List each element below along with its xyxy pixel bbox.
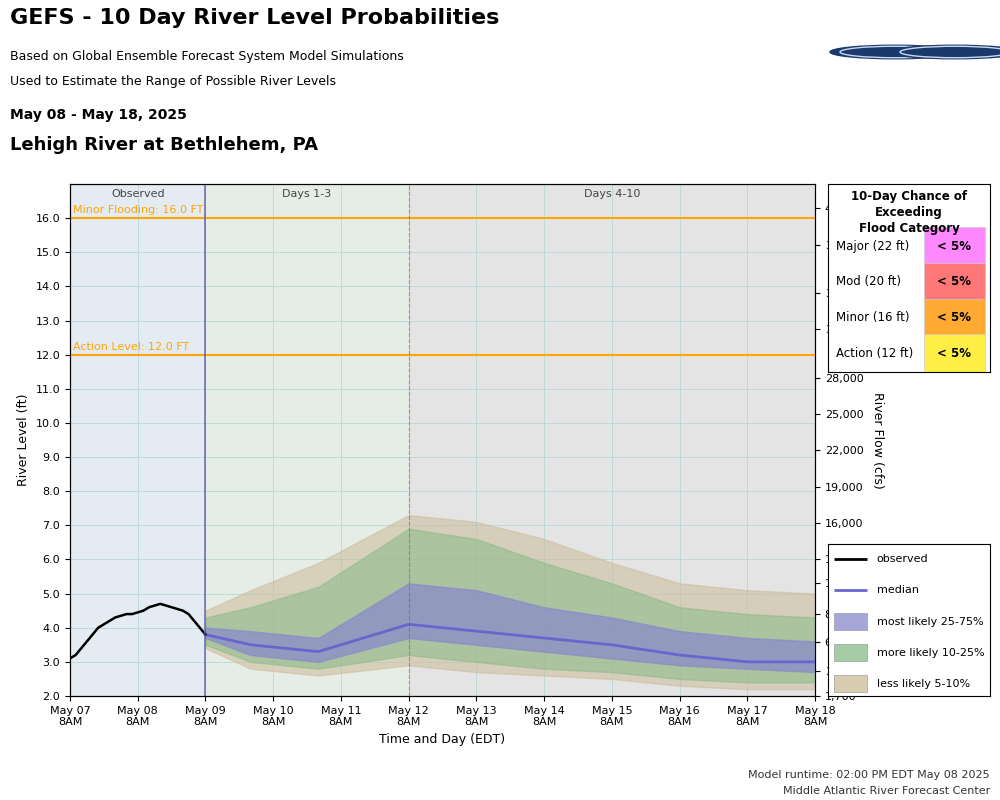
Y-axis label: River Level (ft): River Level (ft): [17, 394, 30, 486]
Text: Based on Global Ensemble Forecast System Model Simulations: Based on Global Ensemble Forecast System…: [10, 50, 404, 63]
FancyBboxPatch shape: [834, 675, 867, 692]
Bar: [70, 184, 205, 696]
FancyBboxPatch shape: [924, 334, 985, 372]
Circle shape: [890, 46, 1000, 58]
Text: GEFS - 10 Day River Level Probabilities: GEFS - 10 Day River Level Probabilities: [10, 8, 499, 28]
Bar: [205, 184, 409, 696]
Text: observed: observed: [877, 554, 928, 564]
Text: Observed: Observed: [111, 189, 165, 199]
Text: less likely 5-10%: less likely 5-10%: [877, 679, 970, 689]
FancyBboxPatch shape: [834, 613, 867, 630]
FancyBboxPatch shape: [924, 263, 985, 301]
Text: Action (12 ft): Action (12 ft): [836, 346, 913, 360]
Text: 10-Day Chance of
Exceeding
Flood Category: 10-Day Chance of Exceeding Flood Categor…: [851, 190, 967, 234]
Bar: [409, 184, 815, 696]
Text: Action Level: 12.0 FT: Action Level: 12.0 FT: [73, 342, 189, 352]
Text: < 5%: < 5%: [937, 311, 971, 324]
Text: Days 4-10: Days 4-10: [584, 189, 640, 199]
Text: Used to Estimate the Range of Possible River Levels: Used to Estimate the Range of Possible R…: [10, 75, 336, 88]
Text: more likely 10-25%: more likely 10-25%: [877, 648, 984, 658]
Text: May 08 - May 18, 2025: May 08 - May 18, 2025: [10, 108, 187, 122]
X-axis label: Time and Day (EDT): Time and Day (EDT): [379, 733, 506, 746]
Text: most likely 25-75%: most likely 25-75%: [877, 617, 983, 626]
Text: median: median: [877, 586, 919, 595]
Text: Lehigh River at Bethlehem, PA: Lehigh River at Bethlehem, PA: [10, 136, 318, 154]
Text: Minor Flooding: 16.0 FT: Minor Flooding: 16.0 FT: [73, 206, 203, 215]
Text: Mod (20 ft): Mod (20 ft): [836, 275, 901, 288]
Text: Major (22 ft): Major (22 ft): [836, 239, 909, 253]
Text: Days 1-3: Days 1-3: [282, 189, 332, 199]
Text: Middle Atlantic River Forecast Center: Middle Atlantic River Forecast Center: [783, 786, 990, 796]
Y-axis label: River Flow (cfs): River Flow (cfs): [871, 392, 884, 488]
Circle shape: [830, 46, 960, 58]
Text: < 5%: < 5%: [937, 239, 971, 253]
Text: Model runtime: 02:00 PM EDT May 08 2025: Model runtime: 02:00 PM EDT May 08 2025: [748, 770, 990, 780]
FancyBboxPatch shape: [924, 298, 985, 336]
Text: < 5%: < 5%: [937, 346, 971, 360]
Text: Minor (16 ft): Minor (16 ft): [836, 311, 910, 324]
FancyBboxPatch shape: [924, 227, 985, 265]
Text: < 5%: < 5%: [937, 275, 971, 288]
FancyBboxPatch shape: [834, 644, 867, 661]
